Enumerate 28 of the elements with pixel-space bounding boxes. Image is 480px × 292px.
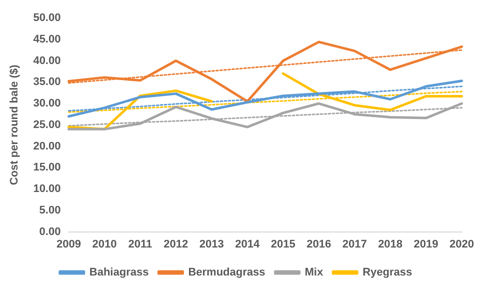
y-tick-label: 15.00	[33, 162, 61, 174]
x-tick-label: 2010	[92, 238, 117, 250]
x-tick-label: 2011	[128, 238, 152, 250]
x-tick-label: 2013	[199, 238, 224, 250]
x-tick-label: 2014	[235, 238, 260, 250]
legend-label: Ryegrass	[362, 266, 412, 279]
legend-label: Bermudagrass	[188, 266, 266, 279]
y-axis-title: Cost per round bale ($)	[8, 64, 21, 186]
y-tick-label: 40.00	[33, 54, 61, 67]
x-tick-label: 2019	[414, 238, 438, 250]
y-tick-label: 35.00	[33, 76, 61, 88]
y-tick-label: 30.00	[33, 98, 61, 110]
legend-label: Bahiagrass	[89, 266, 149, 279]
y-tick-label: 50.00	[33, 12, 61, 24]
y-tick-label: 25.00	[33, 118, 61, 131]
x-tick-label: 2012	[164, 238, 188, 250]
x-tick-label: 2015	[270, 238, 296, 250]
y-tick-label: 5.00	[39, 204, 61, 216]
y-tick-label: 10.00	[33, 183, 61, 196]
legend-label: Mix	[304, 266, 324, 279]
y-tick-label: 45.00	[33, 33, 61, 46]
x-tick-label: 2009	[56, 238, 81, 250]
x-tick-label: 2017	[342, 238, 367, 250]
y-tick-label: 20.00	[33, 140, 61, 152]
x-tick-label: 2016	[306, 238, 332, 250]
x-tick-label: 2020	[450, 238, 474, 250]
y-tick-label: 0.00	[39, 226, 61, 238]
x-tick-label: 2018	[378, 238, 403, 250]
